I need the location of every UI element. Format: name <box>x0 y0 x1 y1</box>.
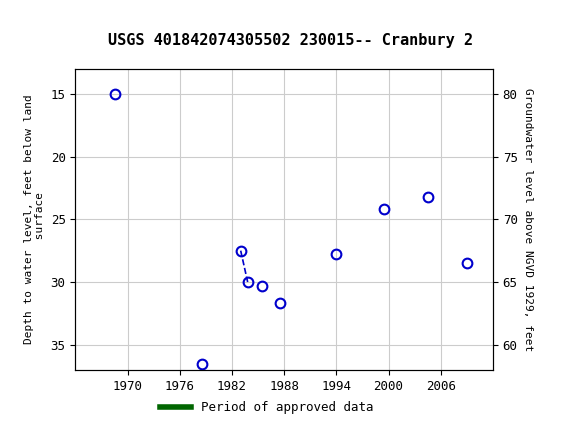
Legend: Period of approved data: Period of approved data <box>155 396 379 419</box>
Text: ▒USGS: ▒USGS <box>12 13 78 39</box>
Text: USGS 401842074305502 230015-- Cranbury 2: USGS 401842074305502 230015-- Cranbury 2 <box>107 34 473 48</box>
Y-axis label: Depth to water level, feet below land
 surface: Depth to water level, feet below land su… <box>24 95 45 344</box>
Y-axis label: Groundwater level above NGVD 1929, feet: Groundwater level above NGVD 1929, feet <box>523 88 533 351</box>
